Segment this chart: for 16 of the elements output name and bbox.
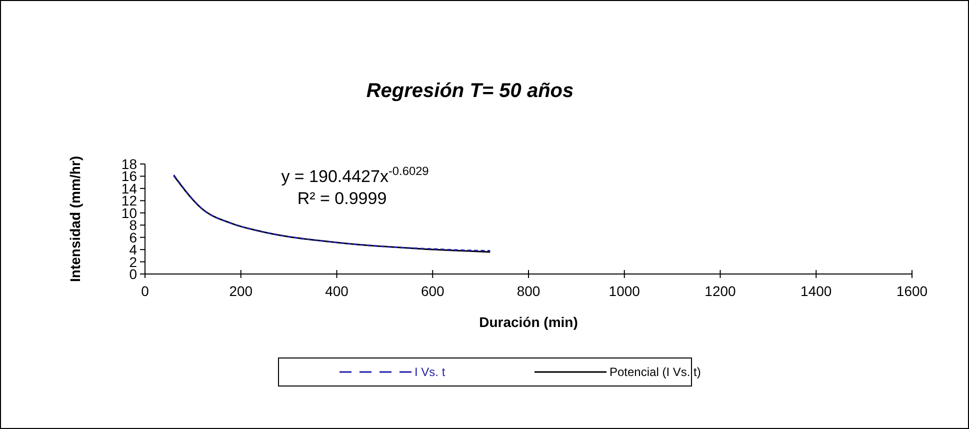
- y-axis-title: Intensidad (mm/hr): [67, 156, 83, 282]
- chart-title: Regresión T= 50 años: [366, 80, 574, 102]
- x-tick-label: 1000: [608, 283, 640, 299]
- x-tick-label: 1400: [800, 283, 832, 299]
- x-axis-title: Duración (min): [479, 314, 578, 330]
- x-tick-label: 1200: [704, 283, 736, 299]
- x-tick-label: 200: [229, 283, 253, 299]
- text: Potencial (I Vs. t): [610, 365, 701, 379]
- x-tick-label: 800: [516, 283, 540, 299]
- x-tick-label: 1600: [896, 283, 928, 299]
- text: I Vs. t: [414, 365, 446, 379]
- x-tick-label: 400: [325, 283, 349, 299]
- annotation: R² = 0.9999: [297, 189, 387, 208]
- x-tick-label: 600: [420, 283, 445, 299]
- annotation: y = 190.4427x$^{-0.6029}$: [281, 164, 430, 186]
- x-tick-label: 0: [141, 283, 150, 299]
